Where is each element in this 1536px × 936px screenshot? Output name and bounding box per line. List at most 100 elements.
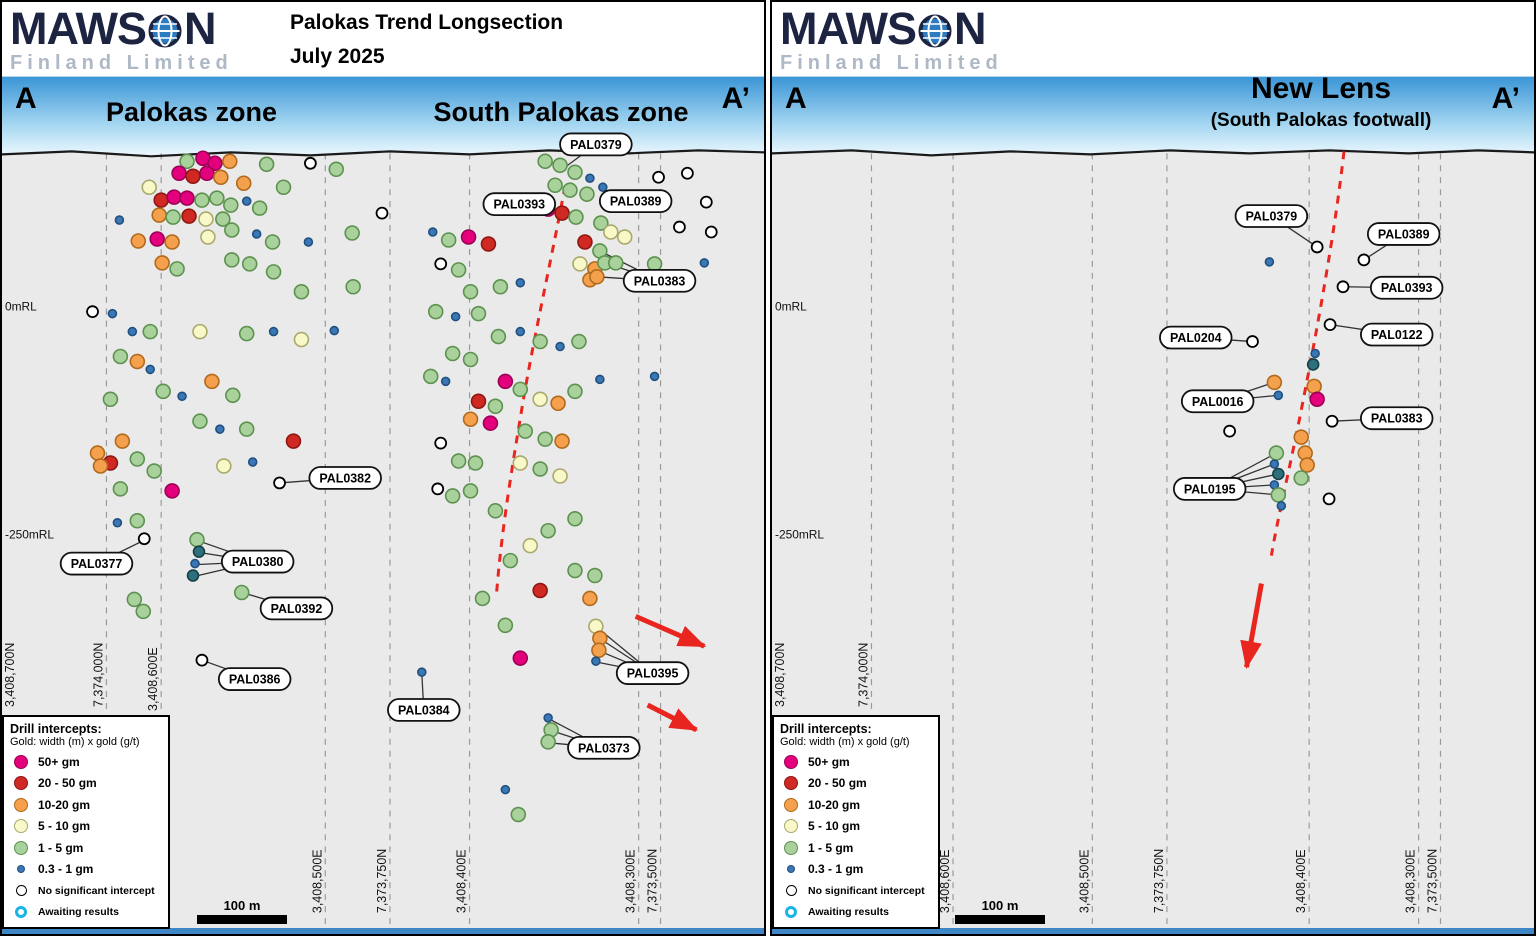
intercept-dot [462, 351, 479, 368]
intercept-dot [591, 656, 601, 666]
intercept-dot [185, 168, 201, 185]
drillhole-callout [482, 192, 556, 216]
intercept-dot [238, 325, 255, 342]
intercept-dot [1310, 240, 1324, 254]
legend-dot-r-icon [10, 776, 32, 791]
intercept-dot [186, 569, 200, 582]
intercept-dot [1322, 492, 1336, 506]
intercept-dot [164, 234, 180, 250]
intercept-dot [500, 784, 511, 795]
drillhole-callout [622, 268, 697, 293]
intercept-dot [141, 179, 157, 195]
header-band [772, 2, 1534, 77]
intercept-dot [145, 364, 155, 375]
coordinate-label: 3,408,700N [773, 643, 787, 707]
intercept-dot [345, 279, 361, 295]
drillhole-callout [1180, 389, 1255, 414]
intercept-dot [1272, 467, 1285, 481]
intercept-dot [450, 453, 467, 469]
sky-band [772, 76, 1534, 156]
intercept-dot [444, 488, 461, 504]
intercept-dot [462, 283, 479, 300]
header-band [2, 2, 764, 77]
intercept-dot [595, 374, 605, 385]
logo-text-end: N [954, 3, 986, 54]
intercept-dot [673, 220, 686, 234]
section-marker-a-prime: A’ [1491, 82, 1520, 115]
drillhole-callout-label: PAL0382 [319, 471, 371, 485]
intercept-dot [192, 545, 206, 558]
intercept-dot [543, 713, 553, 723]
drillhole-callout-label: PAL0379 [1246, 210, 1298, 224]
legend: Drill intercepts: Gold: width (m) x gold… [2, 715, 170, 929]
drillhole-callout-label: PAL0395 [627, 667, 679, 681]
legend-item-label: 20 - 50 gm [38, 776, 97, 791]
drillhole-callout [259, 596, 334, 621]
drillhole-callout [1159, 325, 1233, 350]
legend-item: 0.3 - 1 gm [10, 859, 162, 881]
legend-dot-y-icon [780, 819, 802, 834]
legend-item-label: 0.3 - 1 gm [38, 862, 94, 877]
drillhole-callout [567, 735, 641, 760]
legend-item: 5 - 10 gm [10, 816, 162, 838]
legend-item-label: Awaiting results [38, 906, 119, 919]
drillhole-callout-label: PAL0379 [570, 138, 622, 152]
coordinate-label: 3,408,400E [1294, 849, 1308, 913]
scale-bar-rect [955, 915, 1045, 924]
logo-wordmark: MAWS N [10, 6, 278, 51]
legend-dot-b-icon [10, 865, 32, 874]
legend-dot-o-icon [10, 797, 32, 812]
intercept-dot [470, 393, 487, 410]
intercept-dot [129, 513, 146, 529]
intercept-dot [1309, 391, 1325, 408]
legend-item: Awaiting results [10, 902, 162, 924]
plunge-arrow [1240, 583, 1264, 670]
drillhole-callout [559, 132, 633, 157]
intercept-dot [502, 552, 519, 569]
drillhole-callout [598, 189, 673, 213]
legend-dot-g-icon [10, 840, 32, 855]
coordinate-label: 3,408,400E [455, 849, 469, 913]
intercept-dot [258, 156, 275, 173]
drillhole-callout-label: PAL0195 [1184, 482, 1236, 496]
intercept-dot [207, 155, 223, 172]
intercept-dot [146, 463, 162, 479]
legend-item-label: 1 - 5 gm [38, 840, 84, 855]
intercept-dot [1246, 335, 1259, 348]
coordinate-label: 3,408,600E [146, 647, 160, 711]
intercept-dot [1306, 358, 1320, 371]
logo-globe-icon [147, 13, 183, 49]
intercept-dot [181, 208, 197, 224]
intercept-dot [579, 186, 595, 202]
intercept-dot [179, 190, 195, 206]
intercept-dot [251, 200, 268, 216]
intercept-dot [547, 177, 563, 193]
intercept-dot [480, 236, 497, 252]
intercept-dot [194, 192, 210, 208]
drillhole-callout-label: PAL0389 [1378, 227, 1430, 241]
section-marker-a-prime: A’ [721, 82, 750, 115]
legend-dot-r-icon [780, 776, 802, 791]
scale-bar-label: 100 m [223, 898, 261, 913]
intercept-dot [1269, 459, 1280, 469]
intercept-dot [417, 667, 427, 677]
legend-item: No significant intercept [780, 880, 932, 902]
intercept-dot [512, 381, 529, 398]
intercept-dot [151, 207, 167, 223]
intercept-dot [198, 211, 214, 227]
drillhole-callout [1369, 275, 1444, 300]
depth-label: 0mRL [5, 300, 37, 314]
intercept-dot [164, 483, 180, 499]
logo-globe-icon [917, 13, 953, 49]
intercept-dot [568, 209, 584, 225]
drillhole-callout-label: PAL0384 [398, 703, 450, 717]
drillhole-callout-label: PAL0393 [1381, 281, 1433, 295]
intercept-dot [130, 233, 147, 249]
legend-title: Drill intercepts: [780, 722, 872, 736]
drillhole-callout-label: PAL0383 [1371, 412, 1423, 426]
legend-item-label: Awaiting results [808, 906, 889, 919]
drillhole-callout-label: PAL0122 [1371, 328, 1423, 342]
legend-item: 10-20 gm [780, 794, 932, 816]
intercept-dot [89, 445, 106, 461]
intercept-dot [265, 264, 282, 280]
